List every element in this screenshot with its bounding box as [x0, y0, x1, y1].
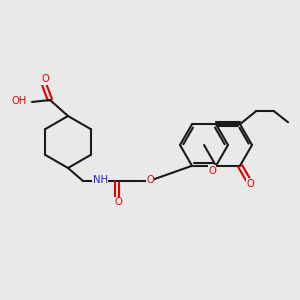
Text: O: O	[41, 74, 49, 84]
Text: O: O	[208, 166, 216, 176]
Text: OH: OH	[12, 96, 27, 106]
Text: OH: OH	[12, 96, 27, 106]
Text: O: O	[247, 179, 254, 189]
Text: O: O	[114, 197, 122, 207]
Text: NH: NH	[92, 175, 107, 185]
Text: O: O	[41, 74, 49, 84]
Text: O: O	[247, 179, 254, 189]
Text: O: O	[208, 166, 216, 176]
Text: O: O	[146, 175, 154, 185]
Text: O: O	[114, 197, 122, 207]
Text: O: O	[146, 175, 154, 185]
Text: NH: NH	[92, 175, 107, 185]
